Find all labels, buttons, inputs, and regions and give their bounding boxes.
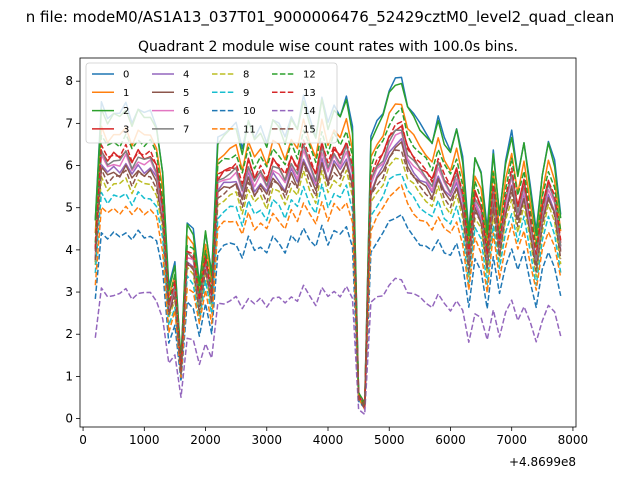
x-tick-label: 0 [79,433,87,447]
series-line-15 [94,149,562,408]
x-tick-label: 3000 [251,433,282,447]
series-line-9 [94,173,562,408]
x-tick-label: 5000 [374,433,405,447]
legend-label-13: 13 [303,88,316,99]
y-tick-label: 8 [65,74,73,88]
x-tick-label: 1000 [129,433,160,447]
x-offset-label: +4.8699e8 [509,455,576,469]
y-tick-label: 3 [65,285,73,299]
legend-label-12: 12 [303,70,316,81]
y-tick-label: 7 [65,116,73,130]
axes: 0 1000 2000 3000 4000 5000 6000 7000 80000123456… [65,57,589,447]
legend-label-15: 15 [303,124,316,135]
y-tick-label: 1 [65,369,73,383]
series-line-8 [94,157,562,409]
x-tick-label: 8000 [558,433,589,447]
legend-label-4: 4 [183,70,189,81]
y-tick-label: 6 [65,159,73,173]
series-line-13 [94,121,562,411]
y-tick-label: 5 [65,201,73,215]
y-tick-label: 4 [65,243,73,257]
x-tick-label: 4000 [313,433,344,447]
legend-box [85,62,338,144]
legend-label-0: 0 [123,70,129,81]
legend-label-7: 7 [183,124,189,135]
legend-label-3: 3 [123,124,129,135]
x-tick-label: 2000 [190,433,221,447]
x-tick-label: 7000 [496,433,527,447]
series-line-10 [94,213,562,409]
y-tick-label: 2 [65,327,73,341]
legend-label-10: 10 [243,106,256,117]
legend-label-11: 11 [243,124,256,135]
y-tick-label: 0 [65,412,73,426]
x-tick-label: 6000 [435,433,466,447]
series-lines [94,76,562,416]
legend-label-5: 5 [183,88,189,99]
legend-label-8: 8 [243,70,249,81]
series-line-14 [94,277,562,416]
chart-title: Quadrant 2 module wise count rates with … [138,39,518,55]
legend-label-2: 2 [123,106,129,117]
series-line-11 [94,184,562,410]
figure-suptitle: n file: modeM0/AS1A13_037T01_9000006476_… [26,8,615,27]
legend-label-14: 14 [303,106,316,117]
legend-label-6: 6 [183,106,189,117]
legend-label-1: 1 [123,88,129,99]
series-line-12 [94,107,562,409]
legend-label-9: 9 [243,88,249,99]
